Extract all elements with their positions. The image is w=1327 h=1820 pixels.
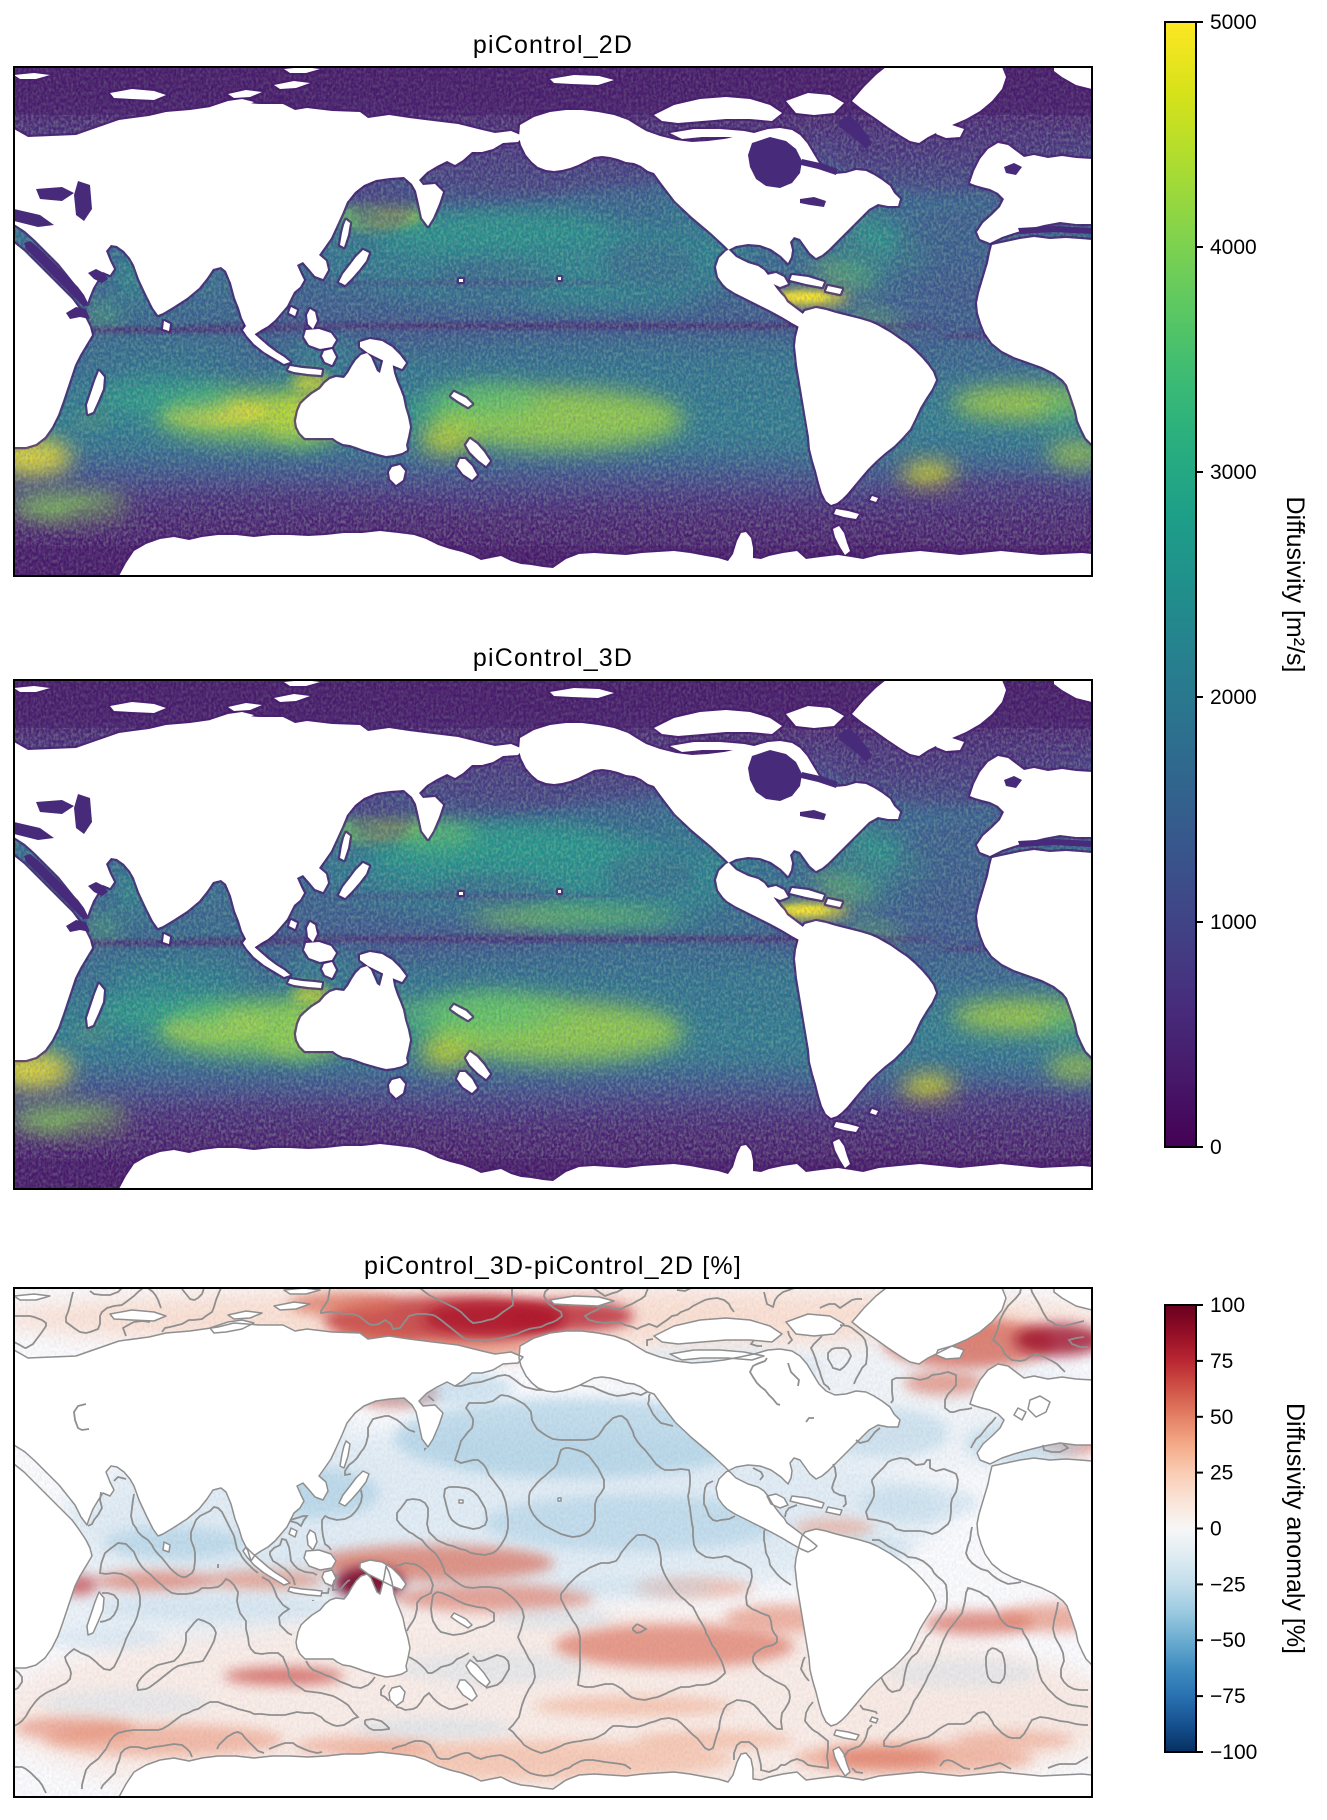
svg-text:0: 0 bbox=[1210, 1136, 1222, 1159]
svg-text:−75: −75 bbox=[1210, 1685, 1246, 1708]
svg-text:0: 0 bbox=[1210, 1518, 1222, 1541]
svg-text:2000: 2000 bbox=[1210, 686, 1257, 709]
svg-text:piControl_3D-piControl_2D [%]: piControl_3D-piControl_2D [%] bbox=[364, 1252, 742, 1280]
svg-text:25: 25 bbox=[1210, 1462, 1233, 1485]
svg-text:Diffusivity [m²/s]: Diffusivity [m²/s] bbox=[1281, 497, 1309, 673]
svg-text:Diffusivity anomaly [%]: Diffusivity anomaly [%] bbox=[1281, 1403, 1309, 1654]
svg-text:−25: −25 bbox=[1210, 1573, 1246, 1596]
svg-text:3000: 3000 bbox=[1210, 461, 1257, 484]
svg-text:−50: −50 bbox=[1210, 1629, 1246, 1652]
svg-text:piControl_2D: piControl_2D bbox=[473, 31, 633, 59]
svg-text:−100: −100 bbox=[1210, 1741, 1257, 1764]
svg-text:50: 50 bbox=[1210, 1406, 1233, 1429]
svg-text:4000: 4000 bbox=[1210, 236, 1257, 259]
svg-text:75: 75 bbox=[1210, 1350, 1233, 1373]
svg-text:5000: 5000 bbox=[1210, 11, 1257, 34]
svg-text:1000: 1000 bbox=[1210, 911, 1257, 934]
svg-text:100: 100 bbox=[1210, 1294, 1245, 1317]
svg-text:piControl_3D: piControl_3D bbox=[473, 644, 633, 672]
